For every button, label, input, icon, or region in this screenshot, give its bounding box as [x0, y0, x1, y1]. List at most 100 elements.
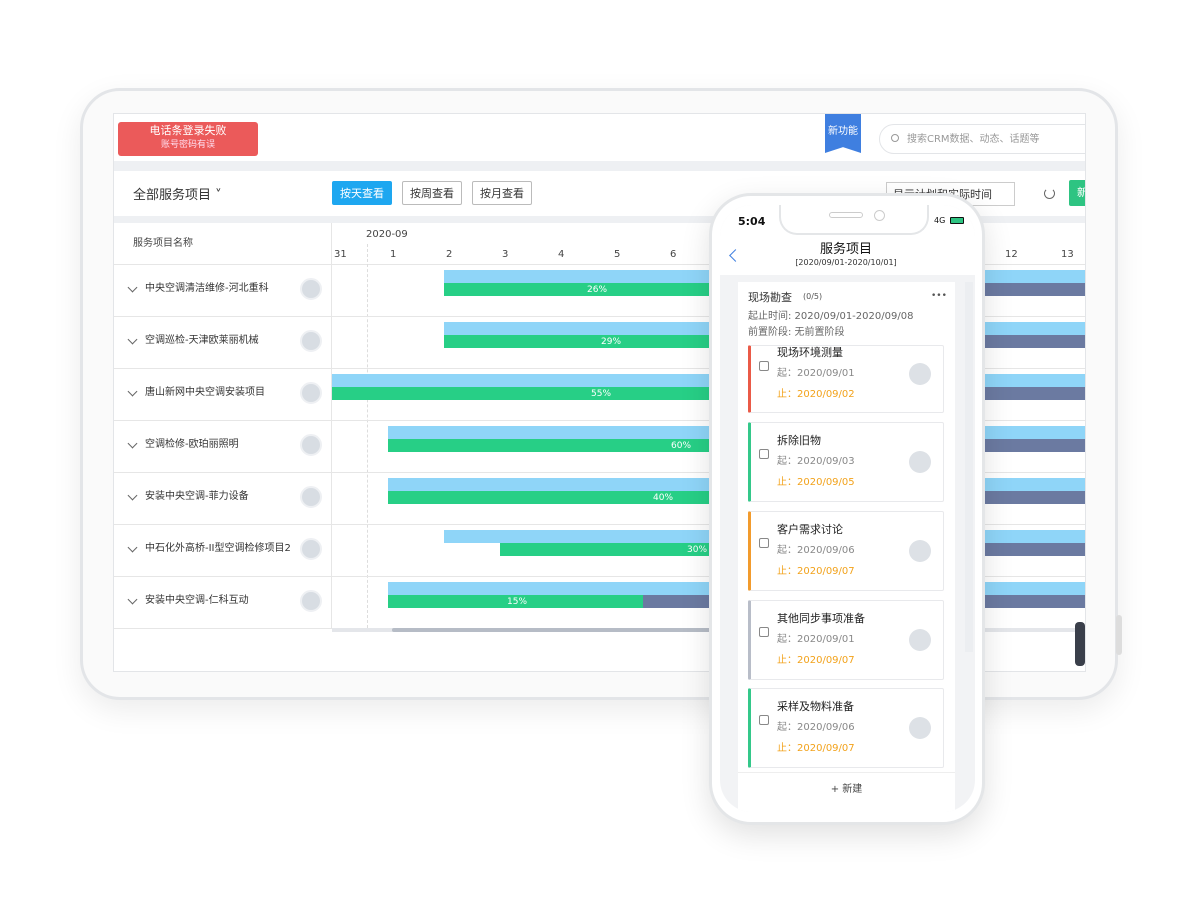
row-avatar — [300, 330, 322, 352]
header-divider — [114, 264, 1085, 265]
name-column: 服务项目名称 — [133, 238, 193, 249]
progress-bar — [444, 335, 721, 348]
task-title: 采样及物料准备 — [777, 700, 854, 713]
row-name: 安装中央空调-仁科互动 — [145, 595, 249, 606]
row-name: 唐山新网中央空调安装项目 — [145, 387, 265, 398]
scroll-thumb — [392, 628, 892, 632]
tablet-side-button — [1075, 622, 1085, 666]
task-start: 起：2020/09/06 — [777, 722, 855, 733]
day-label: 31 — [334, 249, 347, 260]
progress-label: 60% — [671, 441, 692, 451]
row-avatar — [300, 278, 322, 300]
progress-bar — [388, 595, 643, 608]
alert — [118, 122, 258, 156]
status-network: 4G — [934, 216, 946, 225]
day-label: 2 — [446, 249, 453, 260]
phone-range: [2020/09/01-2020/10/01] — [795, 258, 897, 267]
row-divider — [114, 420, 1085, 421]
task-start: 起：2020/09/01 — [777, 368, 855, 379]
new-task-bar[interactable] — [738, 772, 955, 812]
row-avatar — [300, 434, 322, 456]
new-button[interactable] — [1069, 180, 1085, 206]
task-end: 止：2020/09/05 — [777, 477, 855, 488]
phone-title: 服务项目 — [819, 242, 872, 257]
task-title: 拆除旧物 — [777, 434, 821, 447]
view-button-label: 按月查看 — [480, 187, 524, 200]
task-avatar — [909, 451, 931, 473]
day-label: 6 — [670, 249, 677, 260]
task-checkbox[interactable] — [759, 538, 769, 548]
day-label: 4 — [558, 249, 565, 260]
progress-bar — [444, 283, 721, 296]
task-end: 止：2020/09/07 — [777, 743, 855, 754]
task-end: 止：2020/09/07 — [777, 566, 855, 577]
task-checkbox[interactable] — [759, 449, 769, 459]
task-end: 止：2020/09/07 — [777, 655, 855, 666]
task-avatar — [909, 717, 931, 739]
row-name: 空调巡检-天津欧莱丽机械 — [145, 335, 259, 346]
row-name: 安装中央空调-菲力设备 — [145, 491, 249, 502]
camera — [874, 210, 885, 221]
view-button[interactable] — [332, 181, 392, 205]
task-title: 其他同步事项准备 — [777, 612, 865, 625]
phone-screen: 5:04 4G 服务项目 [2020/09/01-2020/10/01] 现场勘查 (0/… — [720, 205, 975, 812]
task-checkbox[interactable] — [759, 361, 769, 371]
stage-prerequisite: 前置阶段: 无前置阶段 — [748, 327, 845, 338]
task-checkbox[interactable] — [759, 715, 769, 725]
battery — [950, 217, 964, 224]
row-divider — [114, 368, 1085, 369]
progress-bar — [388, 439, 721, 452]
stage-count: (0/5) — [803, 292, 823, 301]
tablet-button — [1116, 615, 1122, 655]
task-start: 起：2020/09/01 — [777, 634, 855, 645]
row-name: 中石化外高桥-II型空调检修项目2 — [145, 543, 291, 554]
task-title: 现场环境测量 — [777, 346, 843, 359]
view-button[interactable] — [402, 181, 462, 205]
day-label: 5 — [614, 249, 621, 260]
project-filter[interactable]: 全部服务项目 ˅ — [133, 188, 222, 203]
progress-bar — [332, 387, 721, 400]
progress-label: 15% — [507, 597, 528, 607]
row-divider — [114, 576, 1085, 577]
stage-more[interactable]: ••• — [931, 291, 947, 301]
row-name: 空调检修-欧珀丽照明 — [145, 439, 239, 450]
search-box[interactable] — [879, 124, 1085, 154]
stage-period: 起止时间: 2020/09/01-2020/09/08 — [748, 311, 914, 322]
day-label: 1 — [390, 249, 397, 260]
month-divider — [367, 244, 368, 628]
alert-sub: 账号密码有误 — [160, 140, 215, 150]
row-divider — [114, 316, 1085, 317]
progress-label: 30% — [687, 545, 708, 555]
phone-scroll — [965, 282, 973, 652]
row-avatar — [300, 382, 322, 404]
progress-label: 55% — [591, 389, 612, 399]
month-label: 2020-09 — [366, 229, 408, 240]
progress-label: 26% — [587, 285, 608, 295]
task-start: 起：2020/09/06 — [777, 545, 855, 556]
alert-title: 电话条登录失败 — [149, 124, 227, 137]
refresh-icon[interactable] — [1044, 188, 1055, 199]
notch — [779, 205, 929, 235]
view-button-label: 按周查看 — [410, 187, 454, 200]
day-label: 3 — [502, 249, 509, 260]
row-name: 中央空调清洁维修-河北重科 — [145, 283, 269, 294]
column-divider — [331, 223, 332, 628]
task-end: 止：2020/09/02 — [777, 389, 855, 400]
progress-label: 29% — [601, 337, 622, 347]
new-task: + 新建 — [830, 784, 863, 795]
row-divider — [114, 472, 1085, 473]
row-avatar — [300, 486, 322, 508]
day-label: 12 — [1005, 249, 1018, 260]
view-button[interactable] — [472, 181, 532, 205]
task-avatar — [909, 629, 931, 651]
task-avatar — [909, 540, 931, 562]
speaker — [829, 212, 863, 218]
new-feature[interactable]: 新功能 — [828, 126, 858, 137]
task-checkbox[interactable] — [759, 627, 769, 637]
row-avatar — [300, 538, 322, 560]
task-title: 客户需求讨论 — [777, 523, 843, 536]
view-button-label: 按天查看 — [340, 187, 384, 200]
progress-label: 40% — [653, 493, 674, 503]
